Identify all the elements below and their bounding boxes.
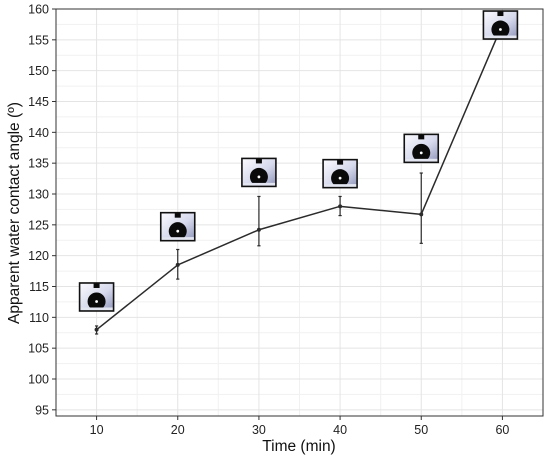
data-point <box>419 212 424 217</box>
y-axis-title: Apparent water contact angle (º) <box>6 102 23 324</box>
y-tick-label: 95 <box>35 403 49 417</box>
droplet-needle <box>337 159 344 165</box>
x-axis-ticks: 10 20 30 40 50 60 <box>90 416 509 437</box>
series-layer <box>94 22 505 332</box>
droplet-highlight <box>338 176 342 180</box>
droplet-baseline <box>160 237 195 241</box>
y-tick-label: 160 <box>28 3 49 17</box>
droplet-baseline <box>79 307 114 311</box>
y-tick-label: 110 <box>29 311 49 325</box>
plot-frame <box>55 8 544 417</box>
data-point <box>256 227 261 232</box>
droplet-image-frame <box>78 282 115 312</box>
x-tick-label: 50 <box>414 423 428 437</box>
droplet-image-frame <box>482 10 519 40</box>
droplet-image <box>159 211 196 242</box>
series-line <box>96 24 504 331</box>
y-tick-label: 100 <box>28 373 49 387</box>
droplet-image <box>482 10 519 40</box>
y-axis-ticks: 95 100 105 110 115 120 125 130 135 140 145 150 155 16… <box>28 3 56 417</box>
droplet-needle <box>255 158 262 164</box>
droplet-needle <box>174 212 181 218</box>
droplet-highlight <box>499 28 502 31</box>
droplet-needle <box>497 11 504 17</box>
y-tick-label: 105 <box>28 342 49 356</box>
x-tick-label: 30 <box>252 423 266 437</box>
droplet-baseline <box>483 35 518 40</box>
droplet-baseline <box>404 158 439 163</box>
y-tick-label: 125 <box>28 218 49 232</box>
droplet-image-frame <box>322 158 358 189</box>
droplet-highlight <box>176 229 180 233</box>
y-tick-label: 150 <box>28 64 49 78</box>
grid-minor <box>56 9 543 416</box>
droplet-baseline <box>323 184 358 188</box>
y-tick-label: 135 <box>28 157 49 171</box>
data-point <box>94 327 99 332</box>
droplet-image-frame <box>241 157 277 188</box>
x-tick-label: 60 <box>495 423 509 437</box>
droplet-images <box>78 10 519 312</box>
y-tick-label: 115 <box>29 280 49 294</box>
x-tick-label: 10 <box>90 423 104 437</box>
droplet-image-frame <box>403 133 440 164</box>
y-tick-label: 130 <box>28 188 49 202</box>
y-tick-label: 120 <box>28 249 49 263</box>
droplet-image <box>322 158 358 189</box>
droplet-highlight <box>419 151 423 155</box>
y-tick-label: 140 <box>28 126 49 140</box>
droplet-needle <box>93 282 100 288</box>
x-axis-title: Time (min) <box>262 438 335 455</box>
droplet-highlight <box>257 175 261 179</box>
data-point <box>338 204 343 209</box>
droplet-highlight <box>95 300 98 303</box>
droplet-baseline <box>241 182 276 187</box>
x-tick-label: 20 <box>171 423 185 437</box>
droplet-image <box>241 157 277 188</box>
y-tick-label: 155 <box>28 33 49 47</box>
droplet-needle <box>418 134 425 140</box>
droplet-image <box>403 133 440 164</box>
x-tick-label: 40 <box>333 423 347 437</box>
y-tick-label: 145 <box>28 95 49 109</box>
data-point <box>175 262 180 267</box>
droplet-image-frame <box>159 211 196 242</box>
droplet-image <box>78 282 115 312</box>
